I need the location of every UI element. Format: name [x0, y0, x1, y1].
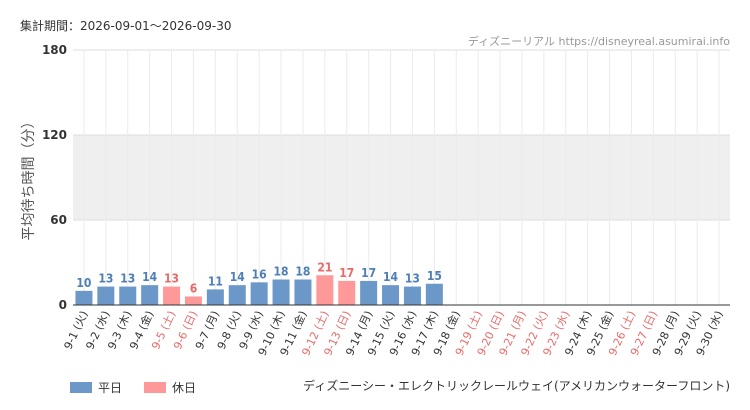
bar: [97, 286, 115, 305]
legend-swatch-weekday: [70, 382, 92, 393]
bar: [316, 275, 334, 305]
y-tick-label: 120: [42, 128, 67, 142]
legend: 平日 休日: [70, 379, 218, 396]
data-labels-group: 10 13 13 14 13 6 11 14 16 18 18 21 17 17 14 13 15: [76, 260, 441, 295]
bar: [294, 279, 312, 305]
bar: [403, 286, 421, 305]
highlight-band-group: [73, 135, 730, 220]
bar: [141, 285, 159, 305]
data-label: 15: [427, 269, 442, 283]
y-tick-label: 180: [42, 43, 67, 57]
data-label: 14: [383, 270, 399, 284]
bars-group: [75, 275, 443, 305]
data-label: 13: [405, 272, 420, 286]
bar: [75, 290, 93, 305]
data-label: 18: [274, 265, 289, 279]
bar: [338, 280, 356, 305]
data-label: 17: [339, 266, 354, 280]
legend-label-holiday: 休日: [172, 381, 197, 395]
legend-item-holiday: 休日: [144, 379, 196, 396]
x-axis-ticks: 9-1 (火)9-2 (水)9-3 (木)9-4 (金)9-5 (土)9-6 (…: [62, 308, 726, 357]
legend-label-weekday: 平日: [98, 381, 123, 395]
bar: [119, 286, 137, 305]
data-label: 14: [142, 270, 158, 284]
y-axis-ticks: 0 60 120 180: [42, 43, 67, 312]
site-credit: ディズニーリアル https://disneyreal.asumirai.inf…: [467, 35, 730, 48]
attraction-name: ディズニーシー・エレクトリックレールウェイ(アメリカンウォーターフロント): [303, 379, 730, 393]
grid-lines: [73, 49, 730, 305]
data-label: 18: [295, 265, 310, 279]
bar: [163, 286, 181, 305]
bar: [206, 289, 224, 305]
bar: [250, 282, 268, 305]
data-label: 14: [230, 270, 246, 284]
bar: [425, 283, 443, 305]
bar: [228, 285, 246, 305]
bar: [360, 280, 378, 305]
legend-item-weekday: 平日: [70, 379, 122, 396]
data-label: 13: [98, 272, 113, 286]
legend-swatch-holiday: [144, 382, 167, 393]
bar: [382, 285, 400, 305]
y-tick-label: 60: [50, 213, 67, 227]
y-tick-label: 0: [59, 298, 67, 312]
data-label: 21: [317, 260, 332, 274]
bar: [184, 296, 202, 305]
data-label: 17: [361, 266, 376, 280]
data-label: 10: [76, 276, 91, 290]
data-label: 6: [190, 282, 198, 296]
bar: [272, 279, 290, 305]
highlight-band: [73, 135, 730, 220]
data-label: 13: [164, 272, 179, 286]
data-label: 11: [208, 274, 223, 288]
period-label: 集計期間：2026-09-01～2026-09-30: [20, 19, 232, 33]
data-label: 13: [120, 272, 135, 286]
y-axis-label: 平均待ち時間（分）: [21, 115, 37, 241]
data-label: 16: [252, 267, 267, 281]
